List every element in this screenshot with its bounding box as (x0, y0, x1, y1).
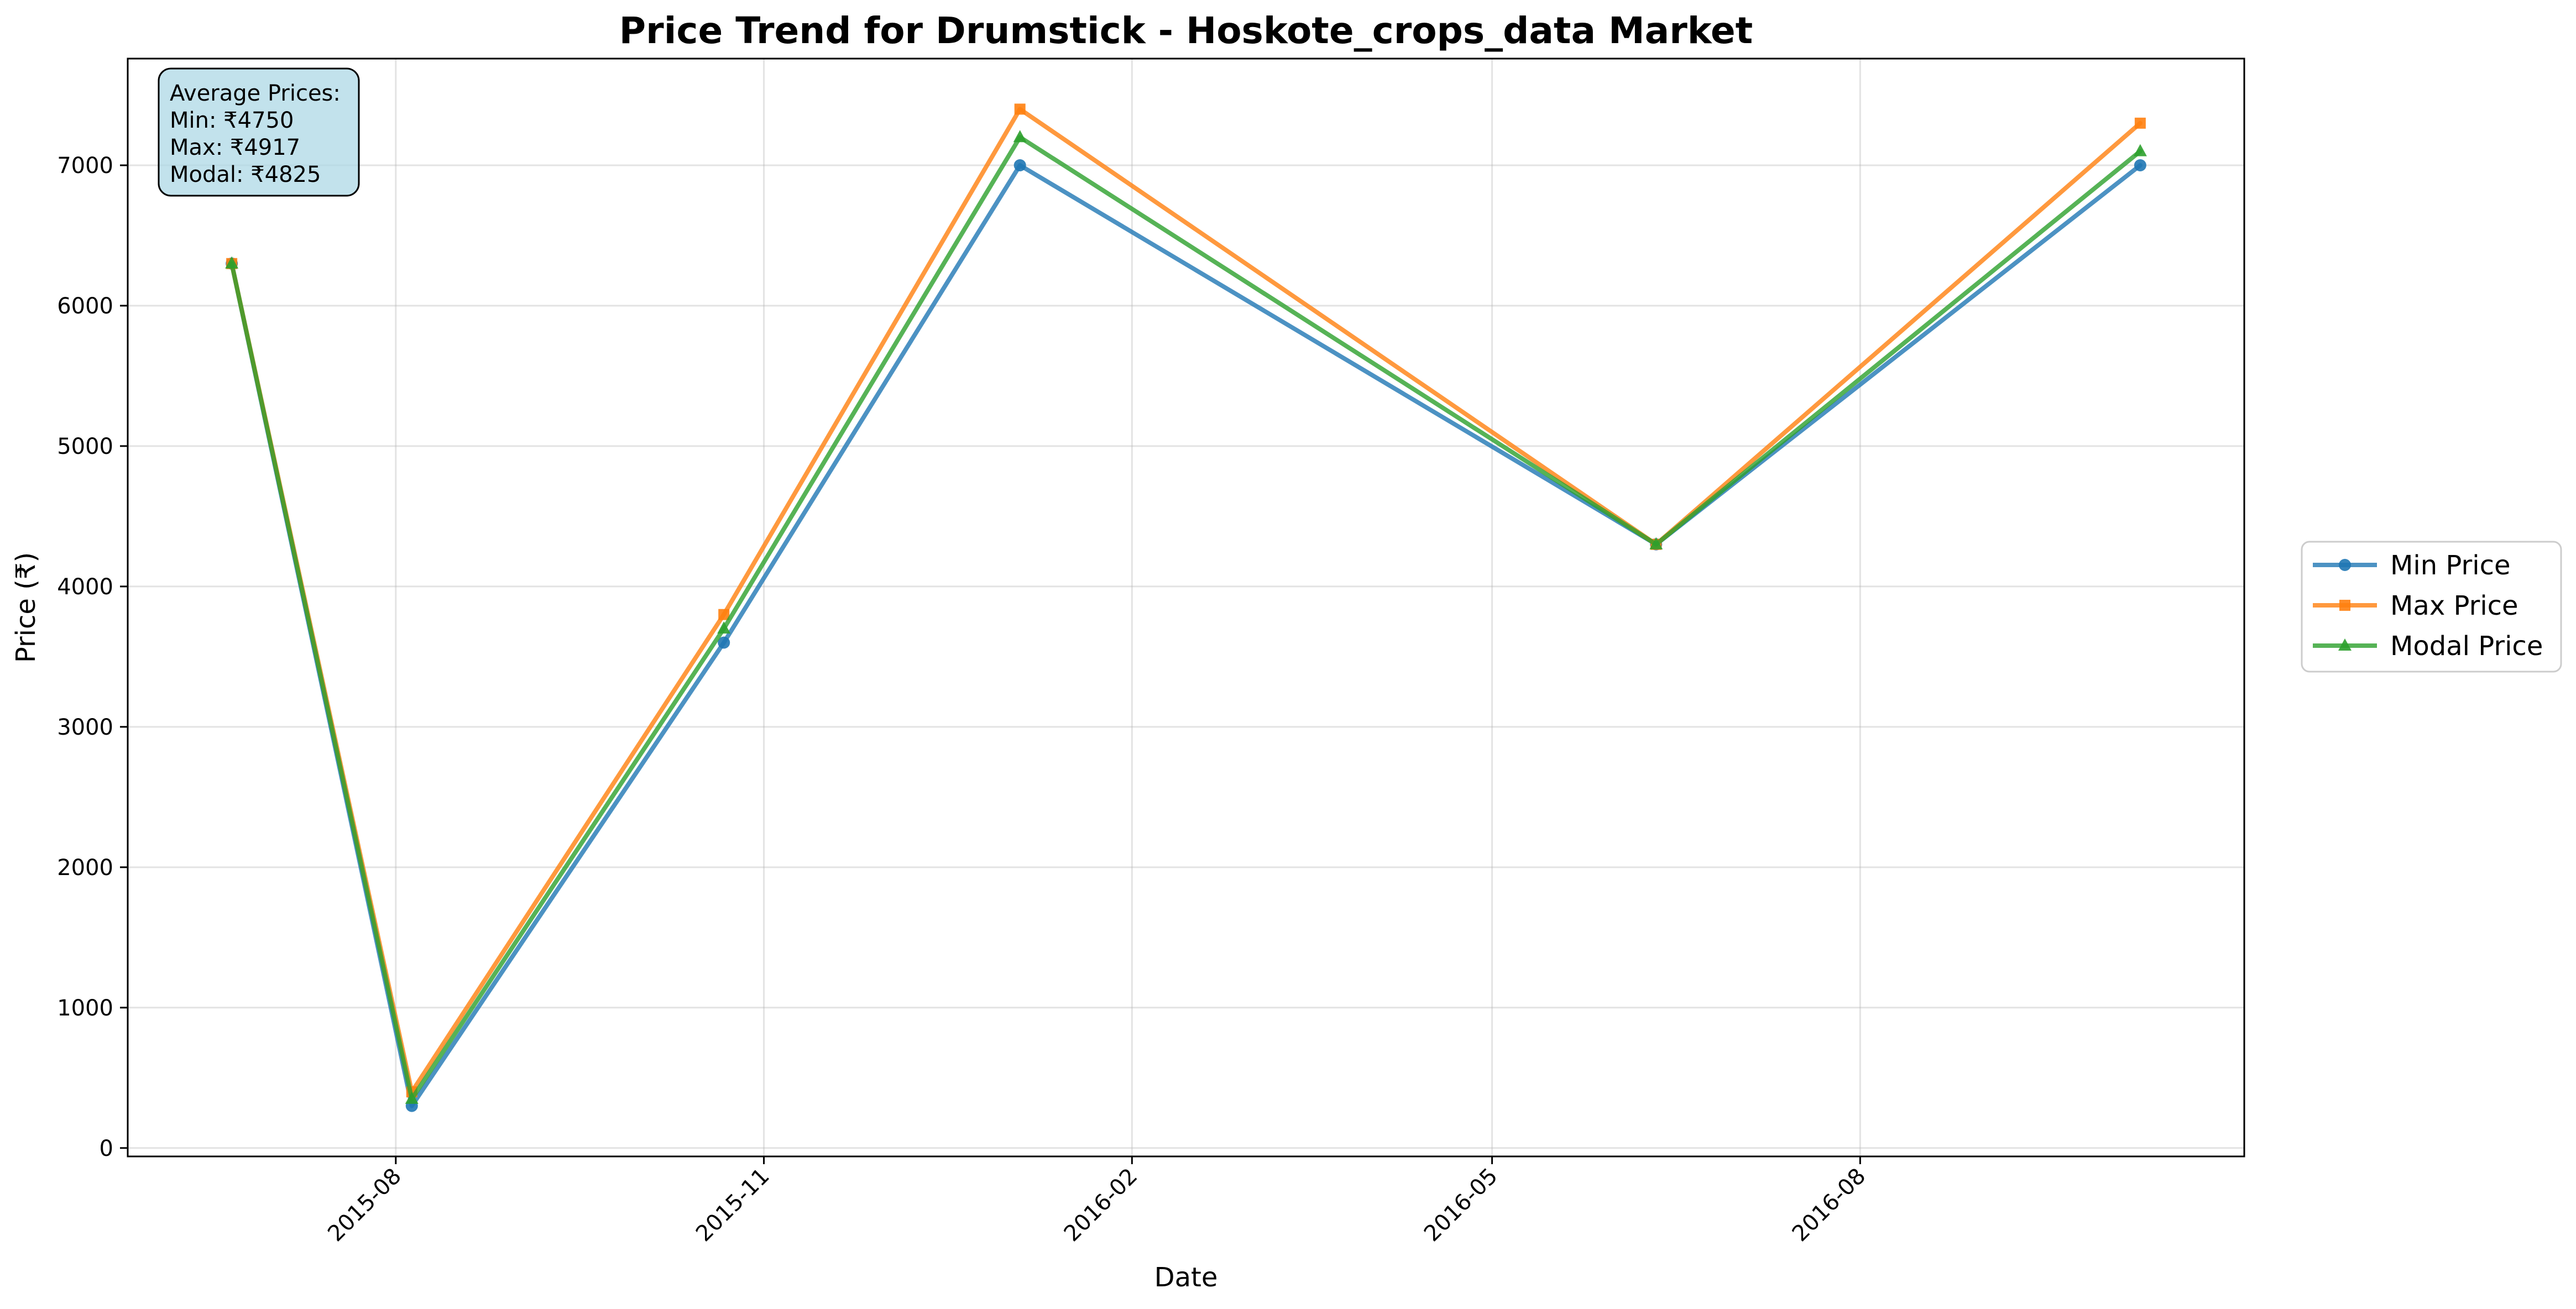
legend-min-price-marker (2339, 559, 2351, 571)
y-tick-label: 1000 (57, 996, 113, 1021)
annotation-background (158, 67, 360, 197)
chart-title: Price Trend for Drumstick - Hoskote_crop… (619, 9, 1753, 52)
average-prices-annotation: Average Prices: Min: ₹4750 Max: ₹4917 Mo… (158, 67, 360, 197)
min-price-point (2134, 159, 2146, 172)
max-price-point (1014, 103, 1026, 115)
y-tick-label: 7000 (57, 153, 113, 179)
max-price-point (718, 609, 730, 620)
min-price-point (718, 636, 730, 649)
legend-frame (2301, 541, 2562, 673)
annotation-line-max: Max: ₹4917 (170, 135, 300, 160)
modal-price-point (2133, 144, 2147, 156)
legend-entries: Min Price Max Price Modal Price (2313, 550, 2543, 662)
y-tick-label: 4000 (57, 574, 113, 600)
y-tick-label: 3000 (57, 715, 113, 740)
modal-price-point (405, 1091, 419, 1104)
modal-price-point (225, 256, 239, 269)
x-axis-label: Date (1154, 1262, 1218, 1293)
y-tick-label: 0 (100, 1136, 113, 1161)
annotation-line-min: Min: ₹4750 (170, 108, 294, 133)
series-lines (225, 103, 2147, 1112)
max-price-point (2134, 117, 2146, 129)
plot-area-frame (127, 57, 2245, 1158)
legend-max-price-label: Max Price (2390, 590, 2518, 621)
annotation-line-heading: Average Prices: (170, 81, 341, 106)
modal-price-line (229, 135, 2143, 1101)
legend-modal-price-marker (2338, 638, 2352, 651)
legend: Min Price Max Price Modal Price (2301, 541, 2562, 673)
modal-price-point (1013, 130, 1027, 143)
legend-min-price-label: Min Price (2390, 550, 2511, 581)
y-tick-label: 5000 (57, 434, 113, 459)
y-tick-label: 6000 (57, 294, 113, 319)
legend-modal-price-label: Modal Price (2390, 631, 2543, 662)
y-tick-label: 2000 (57, 855, 113, 881)
min-price-point (1013, 159, 1026, 172)
y-axis-label: Price (₹) (11, 552, 41, 663)
legend-max-price-marker (2339, 600, 2350, 611)
modal-price-point (717, 621, 731, 634)
modal-price-point (1649, 537, 1663, 549)
annotation-line-modal: Modal: ₹4825 (170, 162, 321, 187)
